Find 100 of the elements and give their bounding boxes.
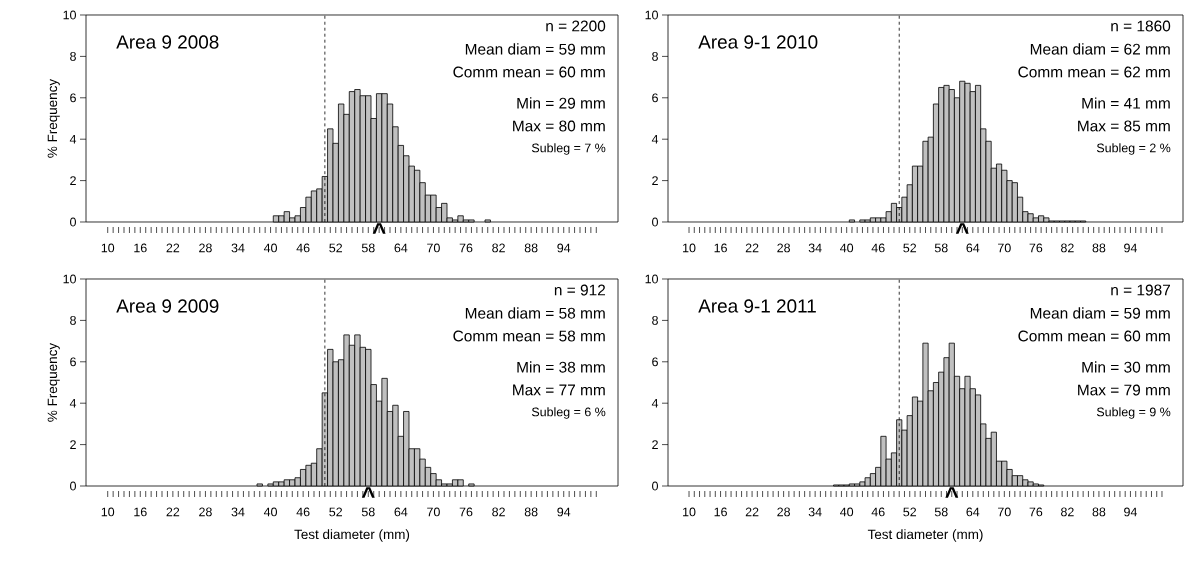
x-tick-label: 46: [296, 507, 310, 517]
x-tick-label: 88: [1092, 243, 1106, 253]
y-tick-label: 10: [63, 10, 76, 20]
annotation: n = 2200: [546, 20, 606, 32]
x-tick-label: 88: [524, 507, 538, 517]
x-tick-label: 52: [329, 243, 343, 253]
y-tick-label: 10: [645, 10, 658, 20]
x-tick-label: 22: [166, 507, 180, 517]
annotation: Max = 85 mm: [1078, 120, 1170, 132]
x-tick-label: 40: [263, 243, 278, 253]
text: Area 9 2009: [116, 299, 219, 313]
x-tick-label: 76: [1029, 507, 1043, 517]
y-tick-label: 2: [70, 176, 76, 185]
x-tick-label: 52: [903, 507, 917, 517]
text: Area 9 2008: [116, 35, 219, 49]
x-tick-label: 70: [427, 507, 440, 517]
annotation: Max = 80 mm: [513, 120, 605, 132]
x-tick-label: 28: [777, 243, 791, 253]
annotation: Comm mean = 60 mm: [1018, 330, 1170, 342]
x-tick-label: 82: [1061, 507, 1074, 517]
annotation: Mean diam = 59 mm: [465, 43, 605, 55]
annotation: Comm mean = 62 mm: [1018, 66, 1170, 78]
x-tick-label: 28: [199, 507, 212, 517]
annotation: Min = 29 mm: [517, 97, 605, 109]
y-axis-title: % Frequency: [47, 78, 60, 158]
annotation: Comm mean = 58 mm: [453, 330, 605, 342]
x-tick-label: 76: [1029, 243, 1043, 253]
annotation: ^: [361, 487, 375, 498]
annotation: Min = 41 mm: [1082, 97, 1170, 109]
annotation: ^: [945, 487, 959, 498]
x-tick-label: 64: [394, 243, 408, 253]
x-tick-label: 58: [934, 507, 948, 517]
y-tick-label: 0: [70, 217, 76, 227]
x-tick-label: 40: [840, 507, 854, 517]
annotation: Subleg = 6 %: [531, 407, 606, 419]
x-tick-label: 22: [745, 243, 759, 253]
y-tick-label: 8: [70, 51, 76, 61]
x-tick-label: 58: [361, 507, 375, 517]
y-tick-label: 0: [70, 481, 76, 491]
y-tick-label: 2: [652, 440, 658, 449]
x-tick-label: 88: [524, 243, 538, 253]
x-tick-label: 94: [557, 507, 571, 517]
x-tick-label: 52: [329, 507, 343, 517]
x-tick-label: 10: [101, 243, 115, 253]
x-tick-label: 34: [808, 507, 822, 517]
x-tick-label: 58: [361, 243, 375, 253]
x-tick-label: 82: [492, 507, 505, 517]
x-tick-label: 34: [808, 243, 822, 253]
annotation: Comm mean = 60 mm: [453, 66, 605, 78]
x-tick-label: 10: [683, 507, 696, 517]
annotation: Min = 38 mm: [517, 361, 605, 373]
x-tick-label: 76: [459, 243, 473, 253]
x-tick-label: 16: [714, 507, 727, 517]
annotation: ^: [955, 223, 969, 234]
y-tick-label: 6: [70, 357, 76, 367]
x-tick-label: 16: [134, 243, 147, 253]
x-tick-label: 16: [134, 507, 147, 517]
annotation: Subleg = 2 %: [1096, 143, 1171, 155]
annotation: n = 912: [554, 284, 606, 296]
text: Area 9-1 2011: [698, 299, 816, 313]
y-tick-label: 8: [70, 316, 76, 325]
x-tick-label: 64: [966, 243, 980, 253]
annotation: Mean diam = 62 mm: [1030, 43, 1170, 55]
y-tick-label: 8: [652, 51, 658, 61]
annotation: Subleg = 7 %: [531, 143, 606, 155]
annotation: ^: [372, 223, 386, 234]
y-tick-label: 6: [652, 93, 658, 103]
annotation: Subleg = 9 %: [1096, 407, 1171, 419]
annotation: n = 1987: [1111, 284, 1171, 296]
y-axis-title: % Frequency: [47, 342, 60, 422]
x-tick-label: 34: [231, 507, 245, 517]
x-tick-label: 70: [998, 243, 1011, 253]
text: Area 9-1 2010: [698, 35, 818, 49]
annotation: Max = 77 mm: [513, 384, 605, 396]
x-tick-label: 64: [966, 507, 980, 517]
y-tick-label: 4: [651, 134, 659, 144]
x-tick-label: 10: [683, 243, 696, 253]
x-tick-label: 58: [934, 243, 948, 253]
x-tick-label: 10: [101, 507, 115, 517]
annotation: Max = 79 mm: [1078, 384, 1170, 396]
y-tick-label: 6: [70, 93, 76, 103]
x-axis-title: Test diameter (mm): [867, 529, 983, 542]
x-tick-label: 28: [777, 507, 791, 517]
annotation: Mean diam = 59 mm: [1030, 307, 1170, 319]
y-tick-label: 6: [652, 357, 658, 367]
x-tick-label: 94: [557, 243, 571, 253]
x-tick-label: 82: [1061, 243, 1074, 253]
x-tick-label: 16: [714, 243, 727, 253]
x-tick-label: 28: [199, 243, 212, 253]
y-tick-label: 8: [652, 316, 658, 325]
y-tick-label: 0: [652, 481, 658, 491]
x-tick-label: 52: [903, 243, 917, 253]
y-tick-label: 0: [652, 217, 658, 227]
x-tick-label: 88: [1092, 507, 1106, 517]
annotation: n = 1860: [1111, 20, 1171, 32]
y-tick-label: 4: [69, 134, 77, 144]
x-tick-label: 46: [871, 243, 885, 253]
annotation: Mean diam = 58 mm: [465, 307, 605, 319]
x-tick-label: 22: [166, 243, 180, 253]
x-tick-label: 64: [394, 507, 408, 517]
